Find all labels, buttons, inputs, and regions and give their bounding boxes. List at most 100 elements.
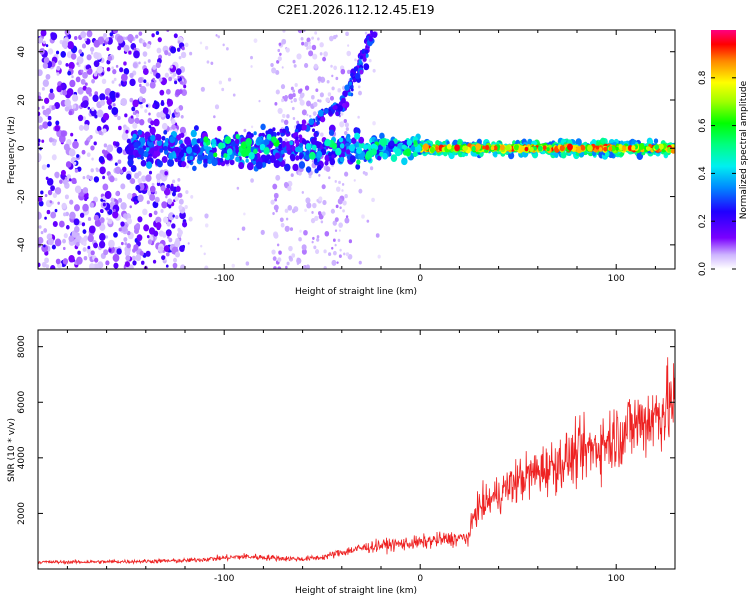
heatmap-cell	[77, 87, 84, 95]
heatmap-cell	[41, 139, 45, 143]
heatmap-cell	[356, 147, 363, 154]
heatmap-cell	[292, 117, 296, 121]
heatmap-cell	[86, 174, 91, 180]
heatmap-cell	[102, 175, 106, 180]
heatmap-cell	[331, 246, 334, 250]
heatmap-cell	[84, 82, 88, 86]
heatmap-cell	[135, 254, 142, 262]
heatmap-cell	[152, 104, 156, 109]
heatmap-cell	[281, 66, 284, 69]
heatmap-cell	[192, 165, 197, 172]
heatmap-cell	[203, 162, 208, 168]
heatmap-cell	[284, 163, 291, 172]
heatmap-cell	[296, 120, 300, 125]
heatmap-cell	[44, 257, 49, 264]
heatmap-cell	[287, 149, 292, 155]
heatmap-cell	[135, 184, 141, 191]
heatmap-cell	[308, 118, 315, 126]
heatmap-cell	[167, 52, 171, 57]
heatmap-cell	[324, 230, 330, 237]
heatmap-cell	[127, 34, 134, 43]
heatmap-cell	[320, 116, 326, 123]
heatmap-cell	[41, 87, 45, 91]
heatmap-cell	[217, 35, 221, 39]
heatmap-cell	[38, 69, 43, 77]
heatmap-cell	[292, 163, 299, 172]
heatmap-cell	[128, 50, 132, 55]
heatmap-cell	[413, 140, 418, 145]
snr-frame	[37, 329, 676, 570]
heatmap-cell	[333, 65, 338, 71]
heatmap-cell	[68, 254, 75, 263]
heatmap-cell	[377, 144, 383, 151]
heatmap-cell	[38, 124, 44, 130]
heatmap-cell	[64, 176, 68, 180]
heatmap-cell	[253, 38, 258, 43]
heatmap-cell	[105, 37, 109, 42]
heatmap-cell	[348, 81, 353, 86]
heatmap-cell	[68, 235, 74, 242]
heatmap-cell	[61, 202, 67, 210]
heatmap-cell	[75, 76, 81, 83]
heatmap-cell	[129, 78, 136, 87]
heatmap-cell	[193, 125, 199, 132]
heatmap-cell	[337, 105, 343, 112]
heatmap-cell	[211, 138, 217, 145]
heatmap-cell	[99, 93, 106, 101]
heatmap-cell	[299, 88, 303, 92]
heatmap-cell	[165, 88, 171, 95]
heatmap-cell	[401, 157, 408, 166]
heatmap-cell	[245, 158, 249, 163]
heatmap-cell	[131, 255, 137, 261]
heatmap-cell	[80, 78, 86, 85]
heatmap-cell	[67, 41, 75, 50]
heatmap-cell	[246, 162, 254, 171]
heatmap-cell	[149, 126, 156, 135]
heatmap-cell	[54, 208, 58, 213]
heatmap-cell	[82, 203, 89, 212]
heatmap-cell	[38, 153, 42, 162]
heatmap-cell	[147, 239, 153, 245]
heatmap-cell	[482, 145, 486, 150]
heatmap-cell	[206, 60, 210, 64]
heatmap-cell	[178, 192, 183, 198]
heatmap-cell	[344, 84, 350, 91]
heatmap-cell	[278, 143, 283, 149]
heatmap-cell	[345, 31, 349, 37]
heatmap-cell	[120, 221, 125, 227]
heatmap-cell	[159, 148, 164, 153]
snr-line-group	[38, 357, 675, 565]
heatmap-cell	[38, 111, 41, 117]
heatmap-cell	[241, 149, 248, 158]
heatmap-cell	[102, 112, 110, 121]
heatmap-cell	[318, 99, 322, 103]
y-tick-label: 40	[17, 46, 27, 58]
heatmap-cell	[175, 215, 179, 220]
heatmap-cell	[87, 245, 91, 250]
heatmap-cell	[118, 227, 122, 232]
heatmap-cell	[243, 128, 247, 133]
heatmap-cell	[155, 134, 162, 141]
heatmap-cell	[357, 115, 360, 119]
heatmap-cell	[364, 171, 368, 176]
heatmap-cell	[345, 149, 351, 155]
heatmap-cell	[161, 156, 168, 164]
heatmap-cell	[96, 65, 103, 74]
heatmap-cell	[305, 143, 312, 150]
heatmap-cell	[50, 32, 58, 41]
heatmap-cell	[313, 63, 319, 69]
heatmap-cell	[358, 260, 362, 265]
heatmap-cell	[78, 124, 84, 131]
heatmap-cell	[197, 153, 204, 161]
heatmap-cell	[189, 51, 193, 56]
heatmap-cell	[129, 72, 134, 79]
heatmap-cell	[435, 146, 439, 151]
heatmap-cell	[99, 209, 104, 213]
heatmap-cell	[226, 47, 229, 51]
heatmap-cell	[369, 30, 373, 34]
heatmap-cell	[142, 208, 148, 216]
heatmap-cell	[153, 79, 157, 83]
heatmap-cell	[314, 215, 319, 221]
heatmap-cell	[124, 249, 131, 257]
